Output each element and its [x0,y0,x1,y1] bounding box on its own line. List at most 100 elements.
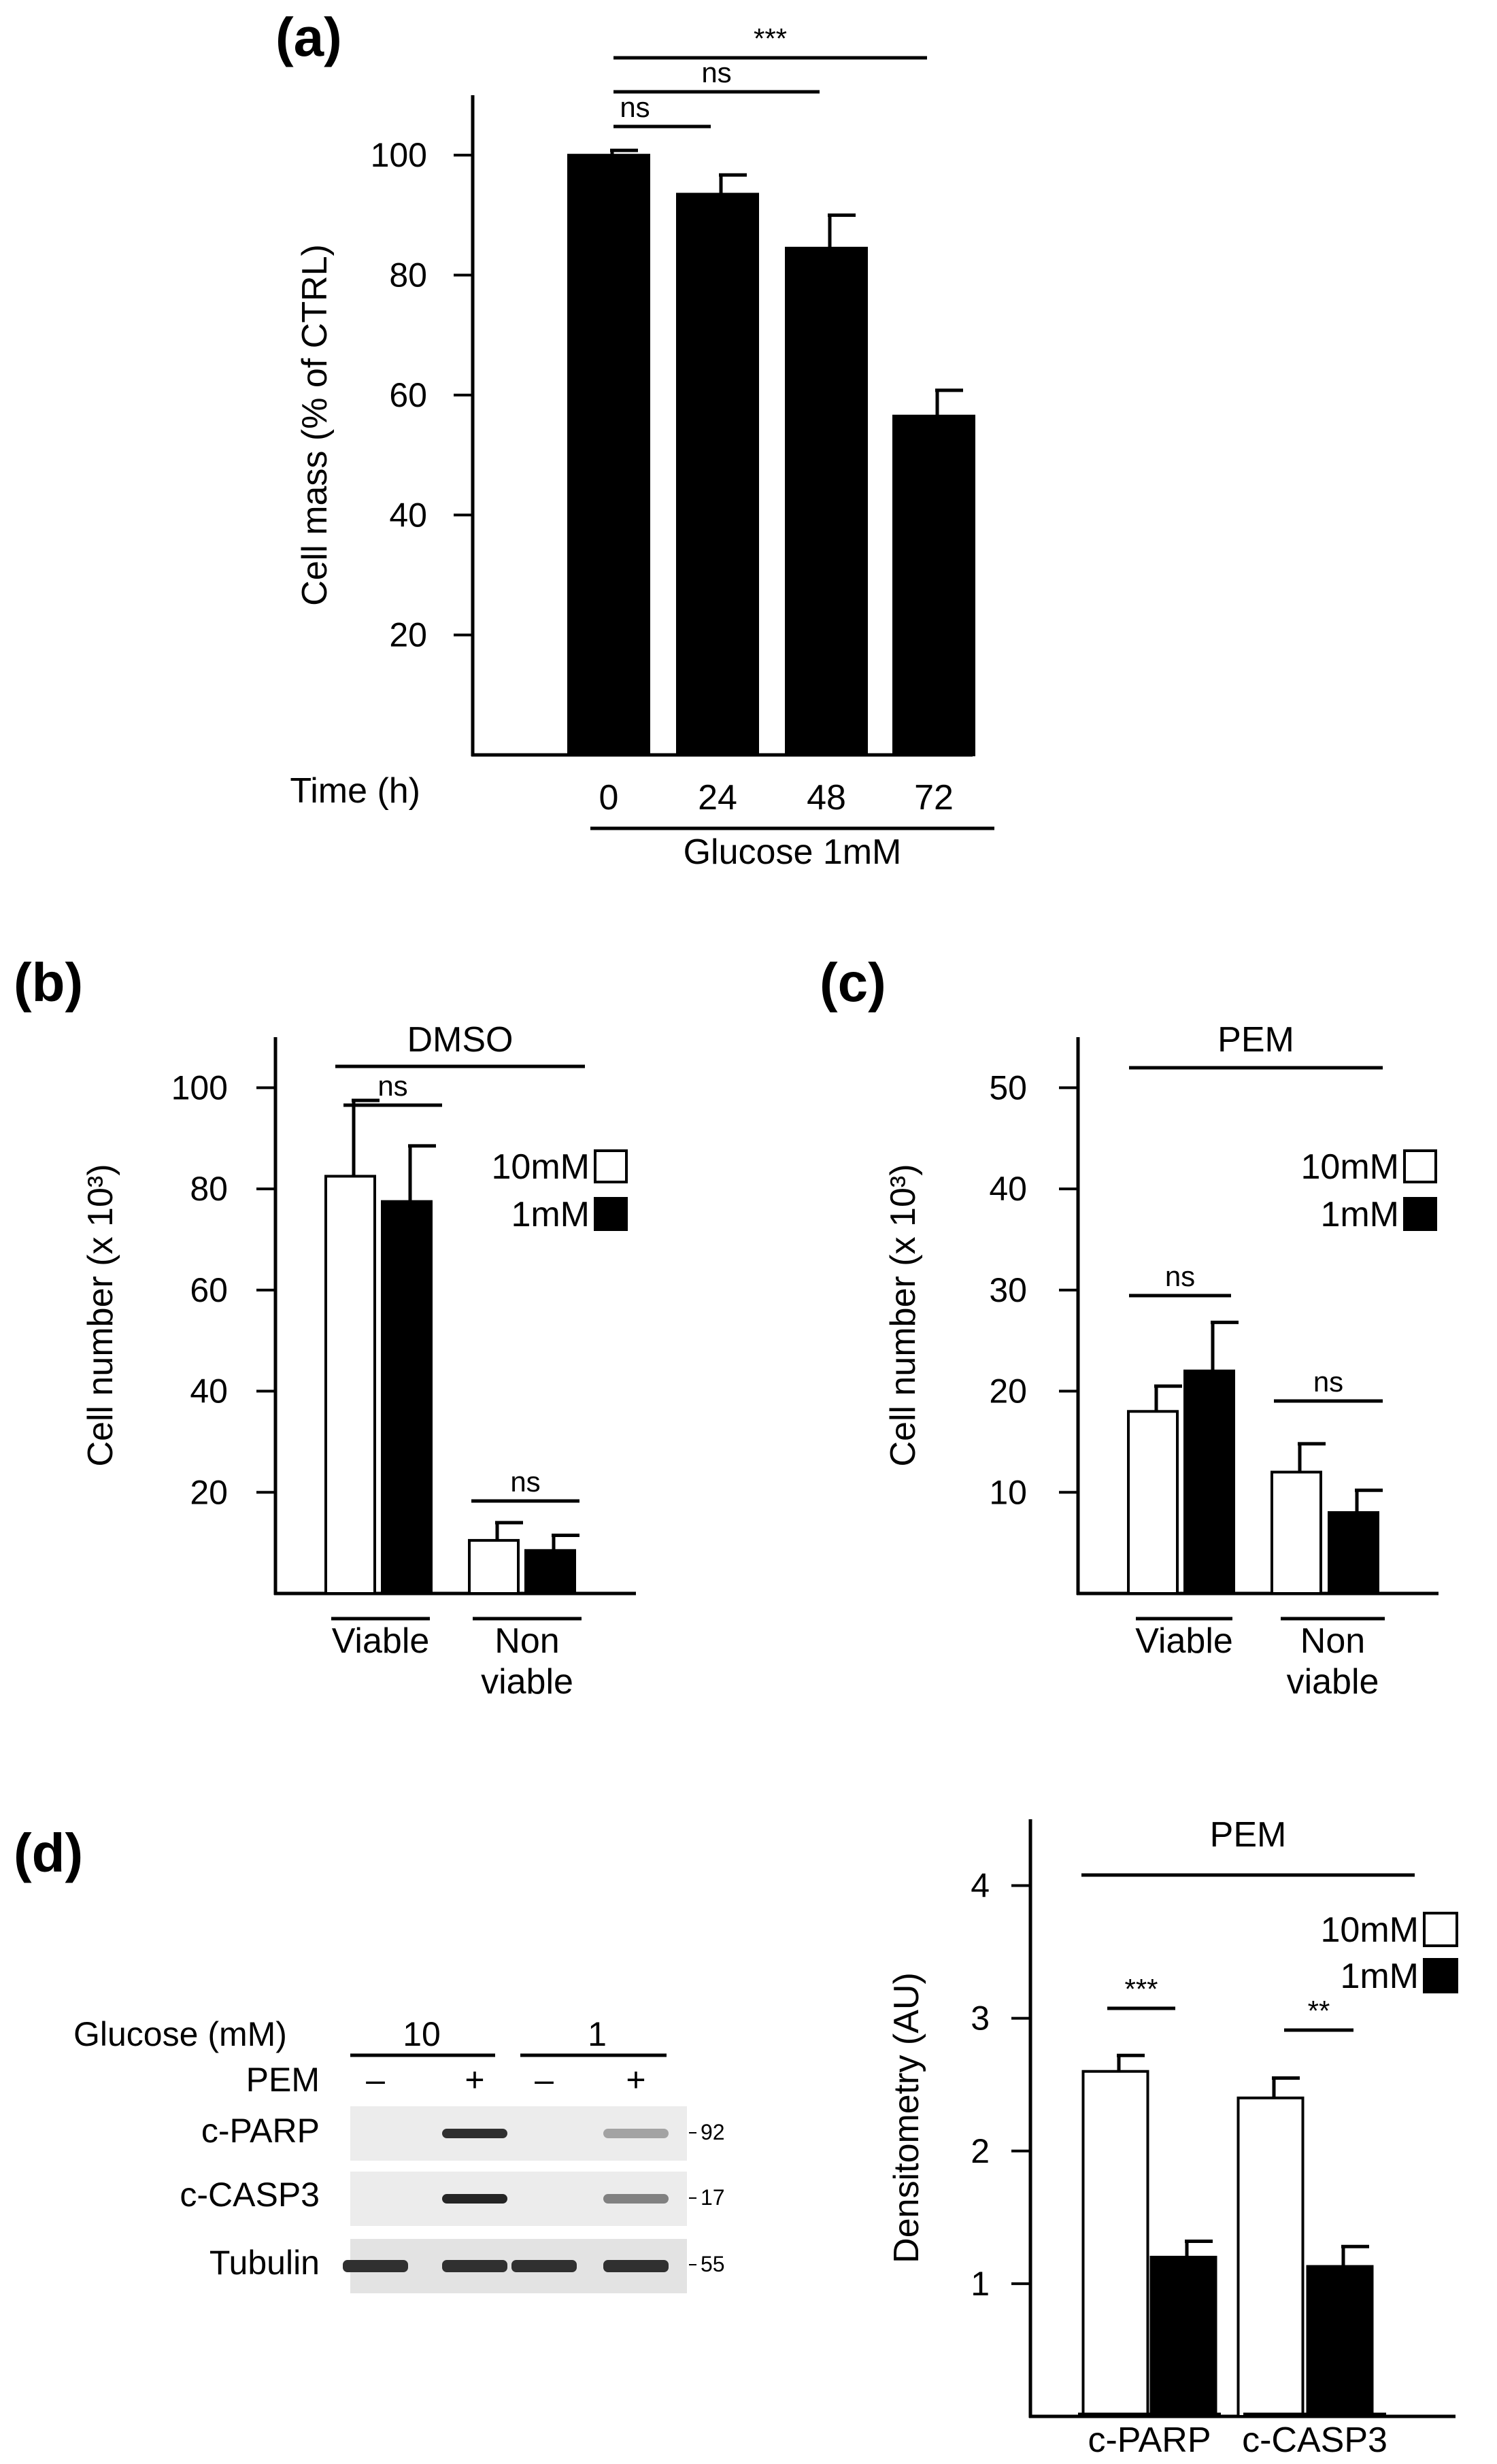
chart-title: PEM [1210,1815,1287,1855]
wb-band [442,2194,507,2204]
bar [381,1200,433,1595]
panel-d-label: (d) [14,1823,83,1883]
wb-band [511,2260,577,2272]
y-tick-label: 50 [989,1068,1027,1107]
bar [676,192,759,756]
y-tick-label: 100 [371,136,427,174]
y-tick-label: 20 [989,1372,1027,1411]
legend-swatch [594,1149,628,1183]
significance-label: *** [754,22,787,54]
y-tick-label: 100 [171,1068,228,1107]
wb-glucose-label: Glucose (mM) [73,2015,287,2053]
significance-label: ns [510,1466,540,1498]
wb-strips [343,2106,687,2293]
legend-label: 10mM [1321,1910,1419,1950]
chart-a: 20 40 60 80 100 Cell mass (% of CTRL) ns ns *** T… [290,22,994,872]
wb-band [603,2194,669,2204]
bar [468,1538,520,1596]
bar [1127,1410,1179,1596]
wb-mw-55: 55 [701,2252,725,2276]
wb-row-label-cparp: c-PARP [201,2112,320,2150]
significance-label: ns [701,56,731,88]
chart-title: PEM [1217,1020,1294,1060]
y-tick-label: 10 [989,1473,1027,1511]
y-tick-label: 20 [389,616,427,654]
category-label: 24 [698,778,737,817]
y-axis-label: Cell mass (% of CTRL) [295,244,335,606]
legend-swatch [594,1197,628,1231]
bar [785,246,868,756]
y-tick-label: 2 [971,2132,990,2170]
panel-b-label: (b) [14,952,83,1013]
panel-c-label: (c) [820,952,886,1013]
bar [1149,2255,1217,2418]
y-tick-label: 30 [989,1271,1027,1309]
x-axis-label: Time (h) [290,771,420,811]
wb-mw-92: 92 [701,2120,725,2144]
bar [1237,2096,1305,2418]
category-label: Non [494,1621,559,1661]
significance-label: *** [1124,1973,1158,2005]
bar [567,154,650,756]
y-tick-label: 3 [971,1999,990,2038]
category-label: c-PARP [1088,2420,1211,2460]
category-label: Viable [332,1621,430,1661]
bar [524,1549,576,1596]
bar [1081,2070,1149,2418]
chart-b: 20 40 60 80 100 Cell number (x 10³) DMSO 10mM 1m… [81,1020,636,1702]
category-label: 48 [807,778,846,817]
bar [1271,1470,1322,1596]
bar [1306,2265,1374,2418]
bar [324,1175,376,1595]
wb-row-label-tubulin: Tubulin [209,2244,320,2282]
western-blot: Glucose (mM) 10 1 PEM – + – + c-PARP c-C… [73,2015,725,2293]
legend-swatch [1423,1958,1458,1993]
category-label: viable [481,1662,573,1702]
y-tick-label: 80 [389,256,427,294]
panel-a-label: (a) [275,7,342,67]
category-label: Non [1300,1621,1365,1661]
y-axis-label: Cell number (x 10³) [884,1164,923,1466]
legend-label: 1mM [511,1195,590,1234]
y-tick-label: 80 [190,1170,228,1208]
wb-glucose-group-10: 10 [403,2015,441,2053]
wb-band [603,2260,669,2272]
group-label: Glucose 1mM [684,832,902,872]
significance-label: ns [377,1070,407,1102]
wb-band [442,2129,507,2138]
wb-band [343,2260,408,2272]
category-label: 72 [914,778,954,817]
bar [1328,1511,1379,1595]
y-axis-label: Densitometry (AU) [887,1972,926,2263]
y-tick-label: 20 [190,1473,228,1511]
category-label: Viable [1135,1621,1233,1661]
bar [1183,1369,1235,1596]
chart-title: DMSO [407,1020,514,1060]
y-tick-label: 40 [389,496,427,534]
legend-label: 1mM [1320,1195,1399,1234]
category-label: 0 [599,778,619,817]
y-tick-label: 4 [971,1867,990,1905]
y-tick-label: 60 [190,1271,228,1309]
y-axis-label: Cell number (x 10³) [81,1164,120,1466]
bar [892,414,975,756]
wb-pem-sign-3: – [535,2061,554,2099]
wb-glucose-group-1: 1 [588,2015,607,2053]
legend-label: 10mM [1301,1147,1399,1187]
y-tick-label: 40 [190,1372,228,1411]
y-tick-label: 40 [989,1170,1027,1208]
wb-band [442,2260,507,2272]
wb-pem-sign-4: + [626,2061,645,2099]
legend-label: 1mM [1340,1957,1419,1996]
legend-label: 10mM [492,1147,590,1187]
category-label: c-CASP3 [1242,2420,1387,2460]
chart-c: 10 20 30 40 50 Cell number (x 10³) PEM 10mM 1mM n… [884,1020,1439,1702]
wb-mw-17: 17 [701,2185,725,2210]
category-label: viable [1287,1662,1379,1702]
wb-pem-label: PEM [246,2061,320,2099]
significance-label: ns [1165,1260,1195,1292]
significance-label: ns [1313,1366,1343,1398]
legend-swatch [1423,1912,1458,1947]
